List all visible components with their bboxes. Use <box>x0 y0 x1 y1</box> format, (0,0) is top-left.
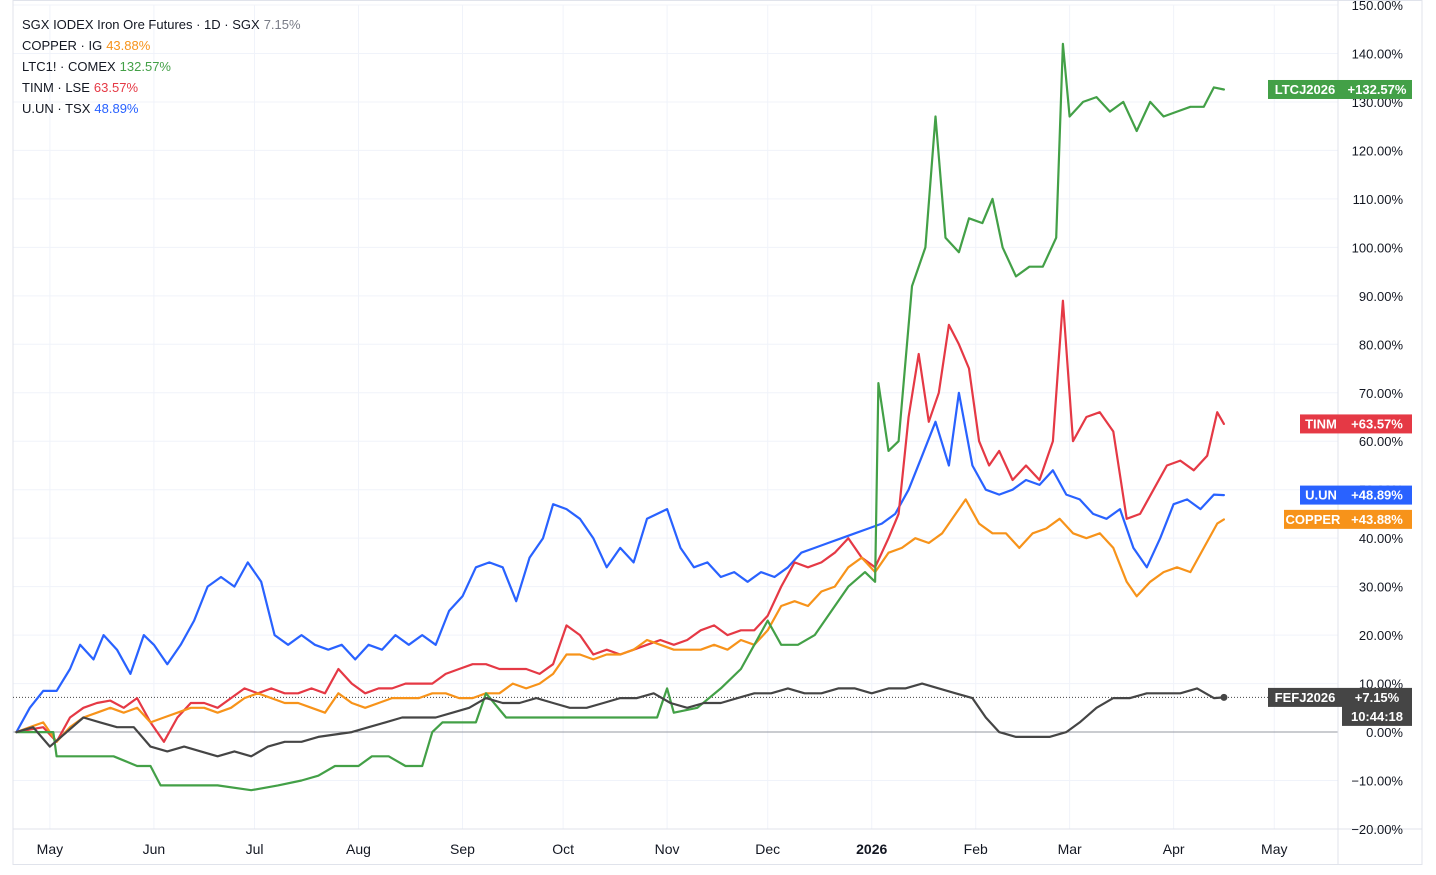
badge-value-bg <box>1342 485 1412 505</box>
x-tick-label: Apr <box>1163 841 1185 857</box>
x-tick-label: Mar <box>1058 841 1082 857</box>
y-tick-label: −10.00% <box>1351 774 1403 789</box>
legend-label: COPPER · IG <box>22 38 103 53</box>
badge-ltcj2026: LTCJ2026 +132.57% <box>1268 79 1412 99</box>
legend-value: 63.57% <box>93 80 138 95</box>
y-tick-label: 150.00% <box>1352 0 1404 13</box>
legend-value: 43.88% <box>106 38 151 53</box>
badge-name-bg <box>1284 509 1342 529</box>
y-tick-label: 120.00% <box>1352 143 1404 158</box>
badge-copper: COPPER +43.88% <box>1284 509 1412 529</box>
y-tick-label: 20.00% <box>1359 628 1404 643</box>
legend-row[interactable]: SGX IODEX Iron Ore Futures · 1D · SGX 7.1… <box>22 14 301 35</box>
badge-time: 10:44:18 <box>1351 709 1403 724</box>
y-tick-label: 90.00% <box>1359 289 1404 304</box>
legend-value: 132.57% <box>119 59 171 74</box>
y-tick-label: 40.00% <box>1359 531 1404 546</box>
x-tick-label: May <box>1261 841 1287 857</box>
legend-value: 48.89% <box>94 101 139 116</box>
y-tick-label: 0.00% <box>1366 725 1403 740</box>
x-tick-label: Oct <box>552 841 574 857</box>
x-tick-label: Nov <box>655 841 680 857</box>
x-tick-label: May <box>37 841 63 857</box>
price-axis: −20.00% −10.00% 0.00% 10.00% 20.00% 30.00% 40.… <box>1351 0 1403 837</box>
badge-fefj2026: FEFJ2026 +7.15% 10:44:18 <box>1268 687 1412 726</box>
legend-row[interactable]: U.UN · TSX 48.89% <box>22 98 301 119</box>
badge-value-bg <box>1342 414 1412 434</box>
badge-tinm: TINM +63.57% <box>1300 414 1412 434</box>
badge-name: COPPER <box>1286 512 1342 527</box>
series-line-copper[interactable] <box>15 498 1225 743</box>
series-lines <box>15 42 1225 792</box>
x-tick-label: Aug <box>346 841 371 857</box>
badge-name: FEFJ2026 <box>1275 690 1336 705</box>
time-axis: May Jun Jul Aug Sep Oct Nov Dec 2026 Feb Mar Apr May <box>37 841 1288 857</box>
badge-value-bg <box>1342 509 1412 529</box>
y-tick-label: 80.00% <box>1359 337 1404 352</box>
badge-value: +7.15% <box>1355 690 1400 705</box>
y-tick-label: 70.00% <box>1359 386 1404 401</box>
legend: SGX IODEX Iron Ore Futures · 1D · SGX 7.1… <box>22 14 301 119</box>
badge-name: TINM <box>1305 416 1337 431</box>
y-tick-label: 100.00% <box>1352 240 1404 255</box>
last-point-marker <box>1220 693 1228 701</box>
legend-row[interactable]: COPPER · IG 43.88% <box>22 35 301 56</box>
x-tick-label: Jul <box>246 841 264 857</box>
legend-label: LTC1! · COMEX <box>22 59 116 74</box>
badge-value-bg <box>1342 79 1412 99</box>
badge-name-bg <box>1268 79 1342 99</box>
legend-label: U.UN · TSX <box>22 101 91 116</box>
badge-value: +132.57% <box>1348 82 1407 97</box>
badge-u.un: U.UN +48.89% <box>1300 485 1412 505</box>
badge-name-bg <box>1268 687 1342 707</box>
y-tick-label: 60.00% <box>1359 434 1404 449</box>
badge-value: +63.57% <box>1351 416 1403 431</box>
series-line-tinm[interactable] <box>15 299 1225 743</box>
price-badges: LTCJ2026 +132.57% TINM +63.57% U.UN +48.89% CO… <box>1268 79 1412 726</box>
y-tick-label: 30.00% <box>1359 580 1404 595</box>
x-tick-label: Dec <box>755 841 780 857</box>
series-line-u-un[interactable] <box>15 391 1225 734</box>
legend-value: 7.15% <box>263 17 301 32</box>
chart-frame <box>12 0 1423 865</box>
badge-value: +48.89% <box>1351 488 1403 503</box>
y-tick-label: 110.00% <box>1353 192 1404 207</box>
badge-name-bg <box>1300 414 1342 434</box>
badge-value: +43.88% <box>1351 512 1403 527</box>
series-line-fefj2026[interactable] <box>15 682 1225 758</box>
legend-label: TINM · LSE <box>22 80 90 95</box>
legend-label: SGX IODEX Iron Ore Futures · 1D · SGX <box>22 17 260 32</box>
x-tick-label: Jun <box>143 841 166 857</box>
badge-name: U.UN <box>1305 488 1337 503</box>
x-tick-label: 2026 <box>856 841 887 857</box>
legend-row[interactable]: LTC1! · COMEX 132.57% <box>22 56 301 77</box>
legend-row[interactable]: TINM · LSE 63.57% <box>22 77 301 98</box>
y-tick-label: 10.00% <box>1359 677 1404 692</box>
badge-name: LTCJ2026 <box>1275 82 1335 97</box>
badge-name-bg <box>1300 485 1342 505</box>
x-tick-label: Feb <box>964 841 988 857</box>
badge-value-bg <box>1342 687 1412 726</box>
series-line-ltcj2026[interactable] <box>15 42 1225 792</box>
y-tick-label: −20.00% <box>1351 822 1403 837</box>
y-tick-label: 140.00% <box>1352 46 1404 61</box>
x-tick-label: Sep <box>450 841 475 857</box>
